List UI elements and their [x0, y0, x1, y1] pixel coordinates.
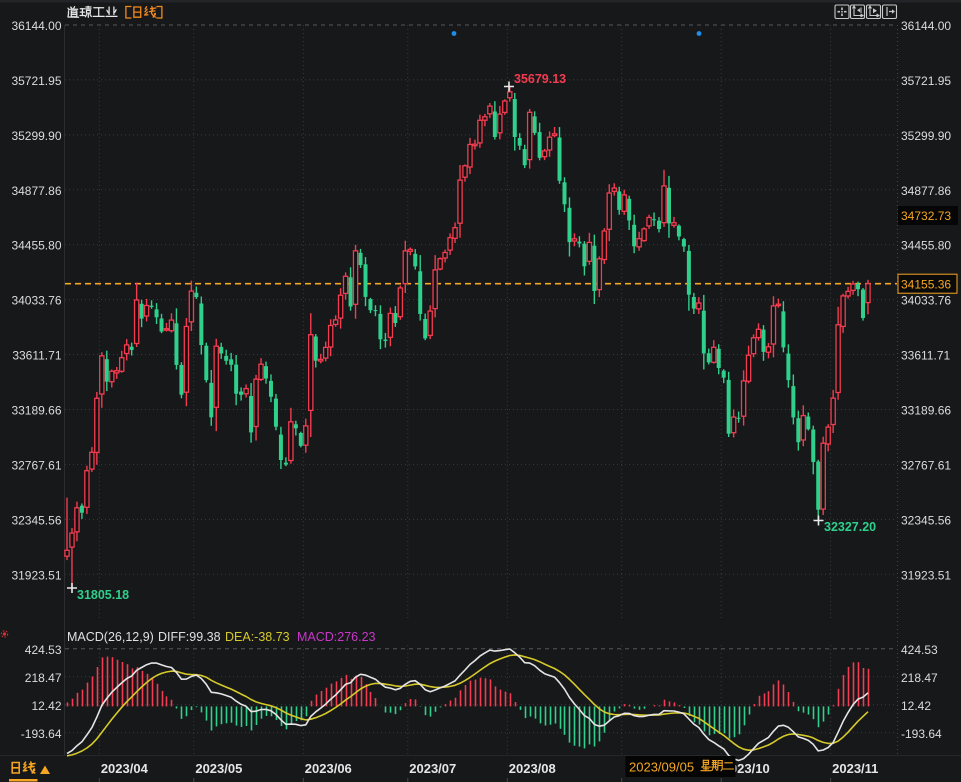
- svg-text:2023/05: 2023/05: [195, 761, 242, 776]
- svg-text:33611.71: 33611.71: [901, 349, 950, 363]
- svg-text:31923.51: 31923.51: [901, 568, 951, 582]
- svg-text:12.42: 12.42: [31, 699, 61, 713]
- svg-text:-193.64: -193.64: [21, 727, 62, 741]
- svg-text:36144.00: 36144.00: [11, 19, 61, 33]
- svg-text:35721.95: 35721.95: [901, 74, 951, 88]
- svg-text:2023/04: 2023/04: [101, 761, 149, 776]
- svg-text:34455.80: 34455.80: [901, 239, 951, 253]
- svg-text:36144.00: 36144.00: [901, 19, 951, 33]
- svg-text:12.42: 12.42: [901, 699, 931, 713]
- svg-text:34033.76: 34033.76: [11, 294, 61, 308]
- svg-text:35299.90: 35299.90: [11, 129, 61, 143]
- svg-text:DIFF:99.38: DIFF:99.38: [158, 630, 221, 644]
- svg-text:218.47: 218.47: [25, 671, 62, 685]
- svg-text:32767.61: 32767.61: [901, 458, 951, 472]
- svg-text:32345.56: 32345.56: [901, 513, 951, 527]
- svg-text:424.53: 424.53: [901, 643, 938, 657]
- svg-text:34155.36: 34155.36: [901, 278, 951, 292]
- svg-text:33611.71: 33611.71: [12, 349, 61, 363]
- svg-text:32327.20: 32327.20: [824, 520, 876, 534]
- svg-text:34877.86: 34877.86: [11, 184, 61, 198]
- svg-text:31923.51: 31923.51: [11, 568, 61, 582]
- svg-text:35679.13: 35679.13: [514, 72, 566, 86]
- svg-text:34877.86: 34877.86: [901, 184, 951, 198]
- svg-text:2023/08: 2023/08: [509, 761, 556, 776]
- svg-text:35299.90: 35299.90: [901, 129, 951, 143]
- svg-text:218.47: 218.47: [901, 671, 938, 685]
- svg-text:2023/09/05: 2023/09/05: [629, 760, 694, 775]
- svg-text:34455.80: 34455.80: [11, 239, 61, 253]
- svg-text:34033.76: 34033.76: [901, 294, 951, 308]
- svg-text:2023/07: 2023/07: [409, 761, 456, 776]
- svg-text:MACD:276.23: MACD:276.23: [297, 630, 376, 644]
- svg-text:DEA:-38.73: DEA:-38.73: [225, 630, 290, 644]
- svg-text:MACD(26,12,9): MACD(26,12,9): [67, 630, 154, 644]
- svg-text:-193.64: -193.64: [901, 727, 942, 741]
- svg-text:31805.18: 31805.18: [77, 588, 129, 602]
- svg-text:2023/06: 2023/06: [305, 761, 352, 776]
- svg-text:35721.95: 35721.95: [11, 74, 61, 88]
- svg-text:34732.73: 34732.73: [901, 209, 951, 223]
- svg-text:2023/11: 2023/11: [832, 761, 878, 776]
- svg-text:32345.56: 32345.56: [11, 513, 61, 527]
- svg-text:32767.61: 32767.61: [11, 458, 61, 472]
- svg-text:424.53: 424.53: [25, 643, 62, 657]
- svg-text:33189.66: 33189.66: [901, 404, 951, 418]
- svg-text:33189.66: 33189.66: [11, 404, 61, 418]
